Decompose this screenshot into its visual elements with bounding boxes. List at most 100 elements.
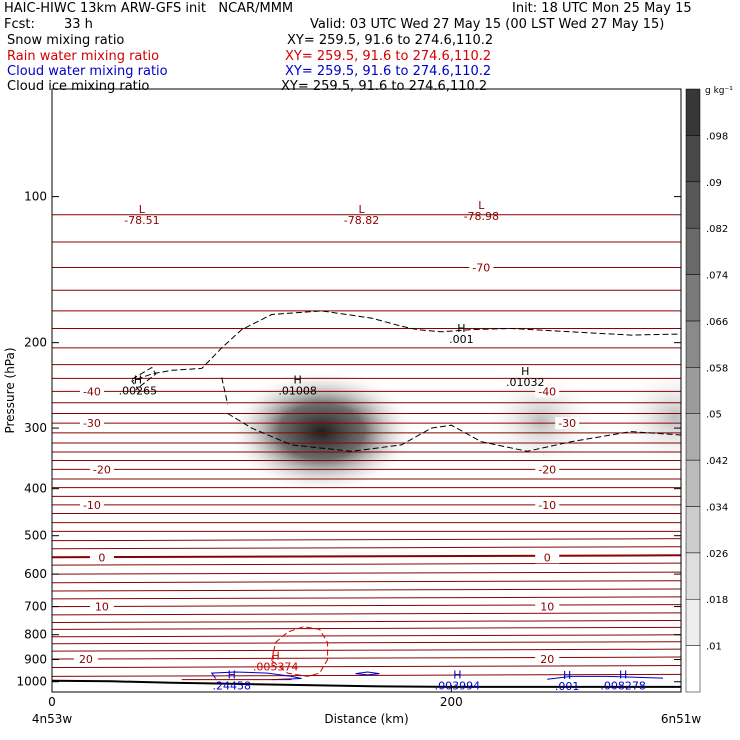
colorbar-swatch — [685, 552, 701, 600]
field-name-cloud-ice: Cloud ice mixing ratio — [7, 79, 150, 94]
isotherm-line — [52, 604, 681, 608]
isotherm-line — [52, 612, 681, 616]
cloud-ice-small-contour — [131, 366, 157, 391]
isotherm-line — [52, 648, 681, 652]
y-tick-label: 100 — [24, 190, 47, 204]
field-xy-cloud-water: XY= 259.5, 91.6 to 274.6,110.2 — [285, 64, 492, 79]
extremum-symbol: H — [453, 669, 461, 682]
extremum-value: .24458 — [212, 680, 251, 693]
colorbar-swatch — [685, 88, 701, 136]
title-left: HAIC-HIWC 13km ARW-GFS init NCAR/MMM — [4, 1, 294, 16]
cloud-ice-contour-left — [221, 377, 229, 405]
isotherm-label: 20 — [79, 653, 93, 666]
x-tick-label: 0 — [48, 695, 56, 709]
isotherm-label-bg — [73, 653, 98, 666]
colorbar-swatch — [685, 320, 701, 368]
snow-maximum-0 — [226, 369, 417, 494]
isotherm-label-bg — [535, 463, 560, 476]
isotherm-label: 0 — [544, 551, 551, 564]
isotherm-line — [52, 620, 681, 624]
plot-frame — [51, 88, 682, 693]
extremum-value: -78.82 — [344, 214, 379, 227]
colorbar-swatch — [685, 413, 701, 461]
extremum-symbol: H — [293, 374, 301, 387]
field-xy-rain: XY= 259.5, 91.6 to 274.6,110.2 — [285, 49, 492, 64]
colorbar-swatch — [685, 274, 701, 322]
isotherm-line — [52, 634, 681, 638]
extremum-value: -78.51 — [124, 214, 159, 227]
isotherm-label: 10 — [95, 601, 109, 614]
isotherm-label: -70 — [472, 262, 490, 275]
y-tick-label: 1000 — [16, 675, 47, 689]
isotherm-line — [52, 626, 681, 630]
cloud-water-contour-right — [547, 675, 664, 680]
forecast-label: Fcst: — [4, 17, 35, 32]
isotherm-line — [52, 588, 681, 592]
field-xy-cloud-ice: XY= 259.5, 91.6 to 274.6,110.2 — [281, 79, 488, 94]
isotherm-label-bg — [469, 261, 494, 274]
isotherm-line — [52, 641, 681, 645]
extremum-symbol: H — [619, 669, 627, 682]
isotherm-line — [52, 656, 681, 660]
extremum-symbol: H — [563, 669, 571, 682]
isotherm-lines — [52, 214, 681, 677]
isotherm-label-bg — [535, 551, 560, 564]
colorbar-level-label: .034 — [706, 502, 728, 513]
colorbar-level-label: .01 — [706, 642, 722, 653]
isotherm-line — [52, 571, 681, 575]
isotherm-label: -20 — [93, 463, 111, 476]
colorbar-swatch — [685, 459, 701, 507]
isotherm-label: 10 — [540, 601, 554, 614]
x-axis-label: Distance (km) — [324, 712, 408, 726]
valid-time: Valid: 03 UTC Wed 27 May 15 (00 LST Wed … — [310, 17, 665, 32]
colorbar-level-label: .074 — [706, 271, 728, 282]
y-tick-label: 900 — [24, 653, 47, 667]
y-tick-label: 600 — [24, 567, 47, 581]
snow-maximum-2 — [615, 367, 681, 468]
extremum-value: .00265 — [119, 385, 158, 398]
extremum-value: .005374 — [253, 661, 299, 674]
x-endpoint-left: 4n53w — [32, 712, 73, 726]
colorbar-swatch — [685, 227, 701, 275]
isotherm-label: -10 — [538, 499, 556, 512]
extremum-value: -78.98 — [464, 210, 499, 223]
colorbar-level-label: .082 — [706, 224, 728, 235]
isotherm-label-bg — [79, 417, 104, 430]
colorbar-swatch — [685, 367, 701, 414]
isotherm-line — [52, 580, 681, 584]
extremum-symbol: H — [457, 322, 465, 335]
isotherm-label-bg — [535, 385, 560, 398]
rain-water-contour — [271, 626, 329, 677]
isotherm-label: -10 — [83, 499, 101, 512]
init-time: Init: 18 UTC Mon 25 May 15 — [512, 1, 692, 16]
isotherm-label: 20 — [540, 653, 554, 666]
isotherm-label: -30 — [558, 417, 576, 430]
y-axis-label: Pressure (hPa) — [3, 347, 17, 433]
isotherm-line — [52, 546, 681, 550]
y-tick-label: 700 — [24, 600, 47, 614]
isotherm-label: 0 — [98, 551, 105, 564]
isotherm-label-bg — [89, 463, 114, 476]
forecast-hour: 33 h — [64, 17, 93, 32]
extremum-value: .003994 — [435, 680, 481, 693]
y-tick-label: 300 — [24, 421, 47, 435]
y-tick-label: 400 — [24, 482, 47, 496]
isotherm-label: -40 — [538, 385, 556, 398]
extremum-symbol: H — [521, 365, 529, 378]
colorbar-swatch — [685, 181, 701, 229]
isotherm-label-bg — [89, 600, 114, 613]
field-name-rain: Rain water mixing ratio — [7, 49, 160, 64]
isotherm-label-bg — [535, 600, 560, 613]
extremum-value: .001 — [555, 680, 580, 693]
isotherm-label-bg — [79, 385, 104, 398]
extremum-symbol: L — [139, 203, 146, 216]
isotherm-line — [52, 554, 681, 559]
x-tick-label: 200 — [440, 695, 463, 709]
extremum-symbol: H — [228, 669, 236, 682]
isotherm-line — [52, 538, 681, 542]
extremum-symbol: H — [134, 374, 142, 387]
terrain-surface — [52, 679, 681, 688]
colorbar-swatch — [685, 135, 701, 183]
colorbar-swatch — [685, 598, 701, 646]
colorbar-level-label: .05 — [706, 410, 722, 421]
